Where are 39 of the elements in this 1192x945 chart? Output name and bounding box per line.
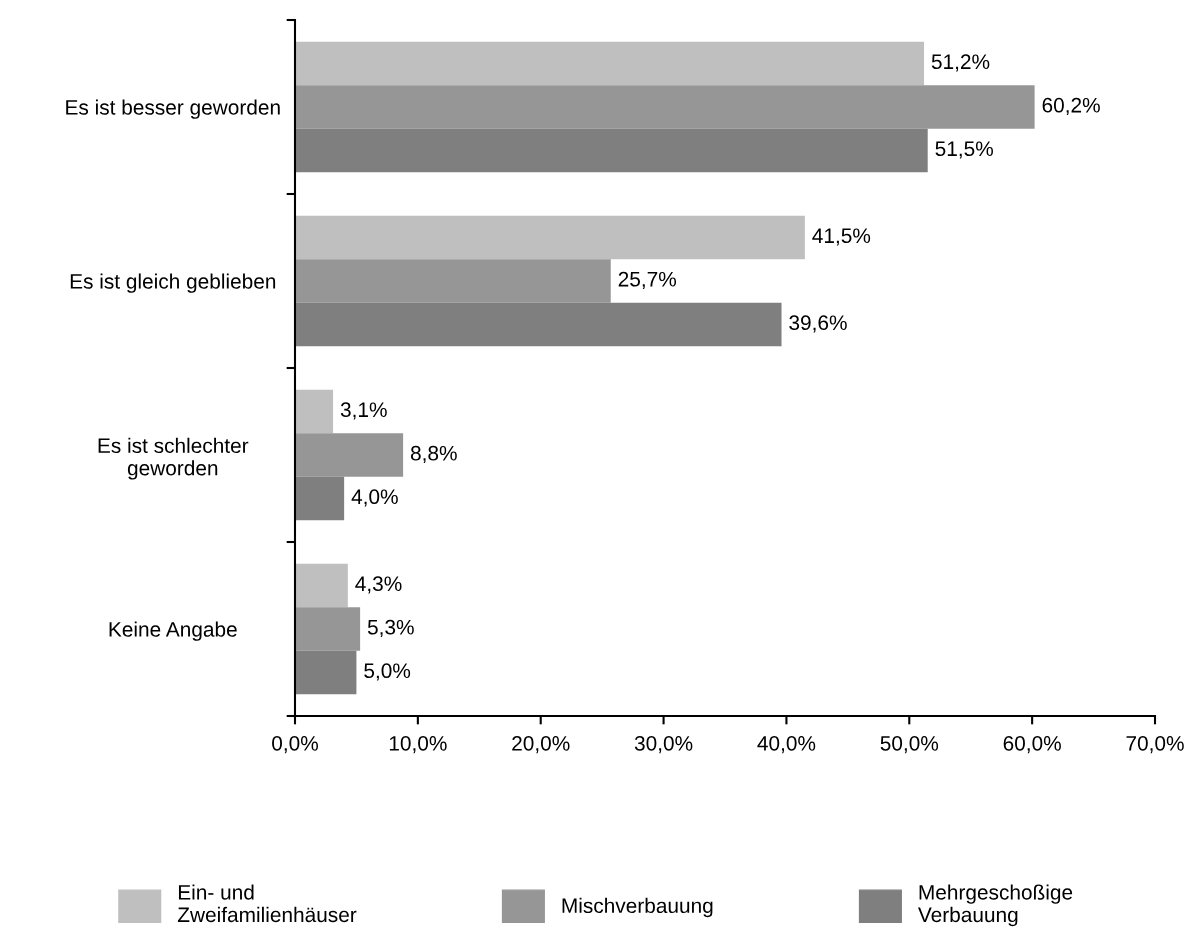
data-label: 60,2%: [1042, 97, 1100, 116]
data-label: 25,7%: [618, 271, 677, 290]
legend-label: Mehrgeschoßige Verbauung: [918, 884, 1073, 927]
bar: [295, 607, 361, 651]
x-tick-label: 20,0%: [512, 735, 570, 754]
data-label: 39,6%: [789, 315, 847, 333]
data-label: 51,2%: [931, 54, 990, 72]
data-label: 4,0%: [351, 489, 398, 507]
data-label: 41,5%: [812, 228, 871, 246]
x-tick-label: 70,0%: [1126, 735, 1184, 754]
data-label: 5,0%: [364, 663, 411, 681]
data-label: 3,1%: [340, 402, 387, 420]
bar: [295, 259, 611, 303]
y-tick-label: Es ist besser geworden: [66, 99, 280, 119]
x-tick-label: 30,0%: [634, 735, 693, 754]
bar: [295, 85, 1035, 129]
x-tick-label: 10,0%: [389, 735, 447, 754]
bar: [295, 128, 928, 173]
data-label: 5,3%: [367, 619, 414, 638]
x-tick-label: 50,0%: [880, 735, 939, 754]
bar: [295, 302, 782, 347]
bar: [295, 41, 925, 86]
x-tick-label: 40,0%: [757, 735, 816, 754]
y-tick-label: Es ist schlechter geworden: [98, 437, 249, 480]
y-tick-label: Es ist gleich geblieben: [70, 273, 276, 293]
bar: [295, 563, 348, 608]
legend-label: Ein- und Zweifamilienhäuser: [177, 884, 357, 923]
data-label: 4,3%: [355, 576, 402, 594]
legend-label: Mischverbauung: [562, 897, 713, 918]
bar: [295, 476, 345, 521]
y-tick-label: Keine Angabe: [109, 621, 237, 641]
data-label: 51,5%: [935, 141, 993, 159]
bar: [295, 215, 805, 260]
x-tick-label: 60,0%: [1003, 735, 1061, 754]
bar: [295, 433, 404, 477]
data-label: 8,8%: [410, 445, 457, 464]
bar: [295, 650, 357, 695]
x-tick-label: 0,0%: [272, 735, 318, 754]
bar: [295, 389, 334, 434]
